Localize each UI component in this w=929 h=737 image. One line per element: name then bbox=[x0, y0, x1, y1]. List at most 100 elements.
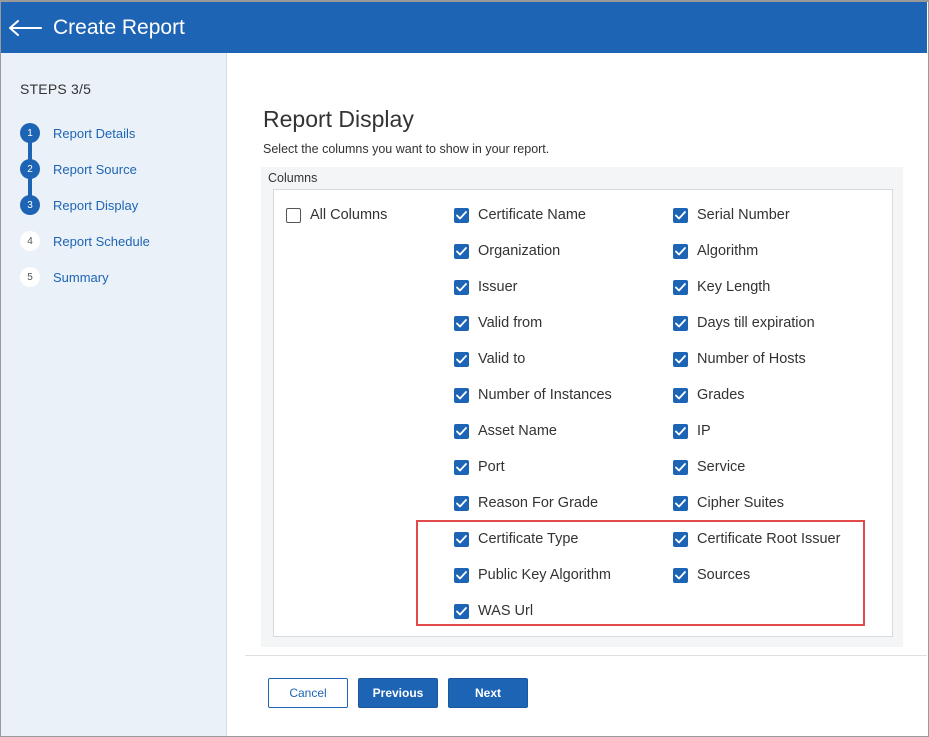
column-checkbox-item[interactable]: Number of Hosts bbox=[673, 351, 806, 367]
checkbox-label: Days till expiration bbox=[697, 315, 815, 331]
column-checkbox-item[interactable]: Public Key Algorithm bbox=[454, 567, 611, 583]
checkbox-label: IP bbox=[697, 423, 711, 439]
column-checkbox-item[interactable]: Valid from bbox=[454, 315, 542, 331]
checkbox-label: Certificate Type bbox=[478, 531, 579, 547]
checkbox-label: All Columns bbox=[310, 207, 388, 223]
checkbox-label: Public Key Algorithm bbox=[478, 567, 611, 583]
checkbox-checked-icon bbox=[454, 495, 469, 511]
column-checkbox-item[interactable]: Key Length bbox=[673, 279, 770, 295]
checkbox-label: Valid from bbox=[478, 315, 543, 331]
back-button[interactable] bbox=[3, 2, 47, 53]
checkbox-label: Number of Instances bbox=[478, 387, 612, 403]
step-number-1: 1 bbox=[20, 123, 40, 143]
checkbox-label: Asset Name bbox=[478, 423, 557, 439]
next-button[interactable]: Next bbox=[448, 678, 528, 708]
column-checkbox-item[interactable]: Cipher Suites bbox=[673, 495, 784, 511]
checkbox-checked-icon bbox=[454, 603, 469, 619]
checkbox-label: Issuer bbox=[478, 279, 518, 295]
checkbox-label: Serial Number bbox=[697, 207, 790, 223]
column-checkbox-item[interactable]: Sources bbox=[673, 567, 750, 583]
step-number-3: 3 bbox=[20, 195, 40, 215]
column-checkbox-item[interactable]: WAS Url bbox=[454, 603, 533, 619]
checkbox-checked-icon bbox=[673, 315, 688, 331]
step-report-display[interactable]: 3 Report Display bbox=[20, 195, 138, 215]
all-columns-checkbox[interactable]: All Columns bbox=[286, 207, 387, 223]
checkbox-checked-icon bbox=[454, 387, 469, 403]
checkbox-checked-icon bbox=[673, 279, 688, 295]
checkbox-label: Algorithm bbox=[697, 243, 759, 259]
checkbox-checked-icon bbox=[454, 459, 469, 475]
step-report-details[interactable]: 1 Report Details bbox=[20, 123, 135, 143]
column-checkbox-item[interactable]: Certificate Type bbox=[454, 531, 578, 547]
checkbox-label: Valid to bbox=[478, 351, 526, 367]
checkbox-checked-icon bbox=[673, 459, 688, 475]
checkbox-checked-icon bbox=[673, 207, 688, 223]
column-checkbox-item[interactable]: Port bbox=[454, 459, 505, 475]
checkbox-label: Reason For Grade bbox=[478, 495, 599, 511]
steps-progress-label: STEPS 3/5 bbox=[20, 81, 92, 97]
column-checkbox-item[interactable]: Number of Instances bbox=[454, 387, 612, 403]
checkbox-checked-icon bbox=[454, 423, 469, 439]
checkbox-label: Port bbox=[478, 459, 505, 475]
checkbox-label: Sources bbox=[697, 567, 751, 583]
step-label: Report Source bbox=[53, 161, 137, 177]
previous-button[interactable]: Previous bbox=[358, 678, 438, 708]
checkbox-checked-icon bbox=[454, 567, 469, 583]
step-label: Report Schedule bbox=[53, 233, 150, 249]
checkbox-checked-icon bbox=[454, 351, 469, 367]
step-label: Summary bbox=[53, 269, 109, 285]
step-summary[interactable]: 5 Summary bbox=[20, 267, 109, 287]
checkbox-checked-icon bbox=[454, 243, 469, 259]
cancel-button[interactable]: Cancel bbox=[268, 678, 348, 708]
step-report-schedule[interactable]: 4 Report Schedule bbox=[20, 231, 150, 251]
columns-checkbox-list: All Columns Certificate Name Organization… bbox=[273, 189, 893, 637]
columns-label: Columns bbox=[268, 171, 318, 185]
column-checkbox-item[interactable]: IP bbox=[673, 423, 711, 439]
column-checkbox-item[interactable]: Asset Name bbox=[454, 423, 557, 439]
footer-divider bbox=[245, 655, 927, 656]
step-number-5: 5 bbox=[20, 267, 40, 287]
page-subtitle: Select the columns you want to show in y… bbox=[263, 142, 550, 156]
checkbox-label: Organization bbox=[478, 243, 561, 259]
column-checkbox-item[interactable]: Serial Number bbox=[673, 207, 790, 223]
checkbox-checked-icon bbox=[673, 243, 688, 259]
column-checkbox-item[interactable]: Certificate Name bbox=[454, 207, 586, 223]
column-checkbox-item[interactable]: Days till expiration bbox=[673, 315, 815, 331]
checkbox-checked-icon bbox=[673, 495, 688, 511]
step-label: Report Display bbox=[53, 197, 139, 213]
columns-panel: Columns All Columns Certificate Name Orga… bbox=[261, 167, 903, 647]
column-checkbox-item[interactable]: Valid to bbox=[454, 351, 525, 367]
step-number-4: 4 bbox=[20, 231, 40, 251]
checkbox-checked-icon bbox=[673, 387, 688, 403]
column-checkbox-item[interactable]: Service bbox=[673, 459, 745, 475]
column-checkbox-item[interactable]: Reason For Grade bbox=[454, 495, 598, 511]
checkbox-checked-icon bbox=[673, 567, 688, 583]
column-checkbox-item[interactable]: Algorithm bbox=[673, 243, 758, 259]
step-number-2: 2 bbox=[20, 159, 40, 179]
checkbox-label: Key Length bbox=[697, 279, 771, 295]
checkbox-checked-icon bbox=[673, 531, 688, 547]
steps-sidebar: STEPS 3/5 1 Report Details 2 Report Sour… bbox=[1, 53, 227, 736]
step-label: Report Details bbox=[53, 125, 136, 141]
checkbox-checked-icon bbox=[454, 315, 469, 331]
page-header-title: Create Report bbox=[53, 15, 185, 39]
column-checkbox-item[interactable]: Issuer bbox=[454, 279, 518, 295]
step-report-source[interactable]: 2 Report Source bbox=[20, 159, 137, 179]
checkbox-checked-icon bbox=[673, 423, 688, 439]
checkbox-checked-icon bbox=[673, 351, 688, 367]
column-checkbox-item[interactable]: Grades bbox=[673, 387, 745, 403]
checkbox-checked-icon bbox=[454, 279, 469, 295]
main-content: Report Display Select the columns you wa… bbox=[228, 53, 927, 736]
column-checkbox-item[interactable]: Organization bbox=[454, 243, 560, 259]
checkbox-label: Cipher Suites bbox=[697, 495, 785, 511]
checkbox-label: Certificate Root Issuer bbox=[697, 531, 841, 547]
checkbox-unchecked-icon bbox=[286, 207, 301, 223]
checkbox-checked-icon bbox=[454, 207, 469, 223]
checkbox-label: Grades bbox=[697, 387, 745, 403]
page-title: Report Display bbox=[263, 106, 414, 132]
checkbox-label: WAS Url bbox=[478, 603, 534, 619]
checkbox-label: Service bbox=[697, 459, 746, 475]
checkbox-label: Certificate Name bbox=[478, 207, 586, 223]
app-header: Create Report bbox=[1, 2, 927, 53]
column-checkbox-item[interactable]: Certificate Root Issuer bbox=[673, 531, 840, 547]
